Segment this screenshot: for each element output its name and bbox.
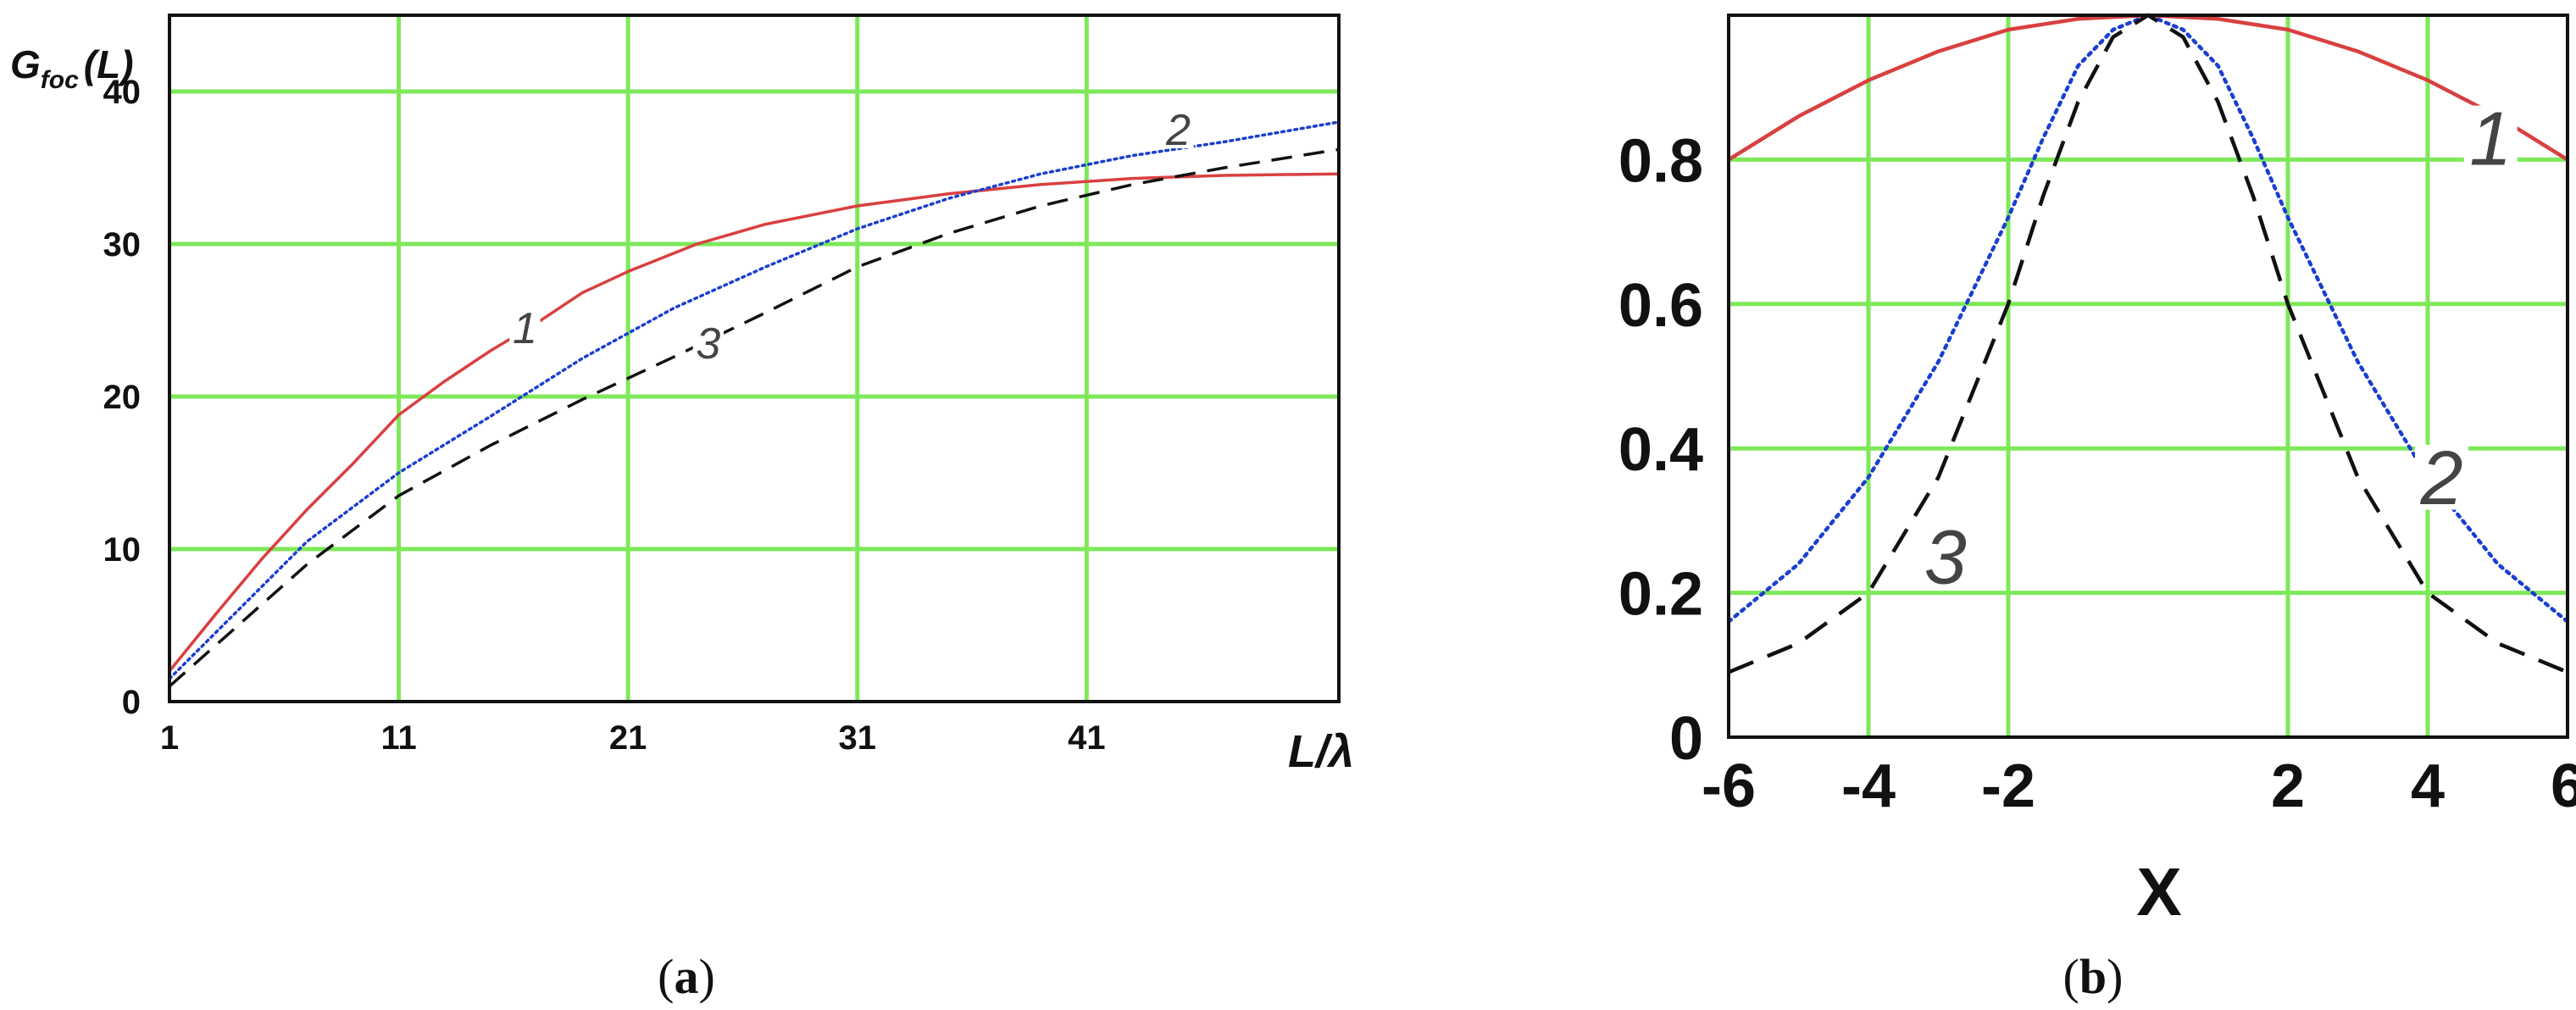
panel-a-y-tick-labels: 0 10 20 30 40 [103, 74, 142, 721]
panel-a-x-tick-labels: 1 11 21 31 41 [160, 719, 1106, 757]
panel-b-plot-frame [1727, 14, 2569, 739]
panel-b-x-tick-label: 2 [2271, 752, 2305, 820]
panel-a-series-2-line [168, 120, 1341, 680]
panel-a-series-group [168, 120, 1341, 688]
panel-a-x-tick-label: 21 [609, 719, 647, 757]
panel-a-y-tick-label: 30 [103, 226, 142, 264]
panel-b-curve-label: 2 [2419, 436, 2462, 521]
panel-a-caption-close: ) [699, 949, 715, 1004]
panel-b-series-1-line [1727, 13, 2569, 162]
panel-a-caption: (a) [658, 949, 715, 1004]
panel-a-grid [169, 15, 1339, 702]
panel-b-caption-letter: b [2079, 949, 2107, 1004]
panel-a-curve-label: 3 [696, 319, 720, 369]
panel-b-curve-label-backdrop [1918, 524, 1973, 590]
panel-a-x-tick-label: 31 [839, 719, 877, 757]
panel-a-y-tick-label: 20 [103, 379, 142, 416]
panel-a-x-axis-label: L/λ [1288, 726, 1354, 777]
panel-a-y-tick-label: 0 [122, 684, 141, 721]
panel-b-y-tick-label: 0.2 [1618, 561, 1703, 629]
panel-b-chart: -6 -4 -2 2 4 6 0 0.2 0.4 0.6 0.8 1 2 3 X (b) [1618, 13, 2576, 1004]
panel-b-x-tick-label: 4 [2411, 752, 2445, 820]
panel-b-y-tick-labels: 0 0.2 0.4 0.6 0.8 [1618, 127, 1703, 773]
panel-b-x-axis-label: X [2136, 854, 2181, 930]
panel-a-x-tick-label: 1 [160, 719, 179, 757]
panel-a-curve-label-backdrop [692, 324, 724, 363]
panel-b-curve-label: 3 [1924, 516, 1967, 601]
panel-b-x-tick-label: 6 [2551, 752, 2576, 820]
panel-b-y-tick-label: 0.4 [1618, 416, 1703, 484]
panel-b-caption: (b) [2063, 949, 2124, 1004]
panel-a-series-3-line [168, 147, 1340, 688]
panel-a-curve-label: 1 [513, 304, 537, 353]
panel-b-series-2-line [1726, 13, 2570, 624]
panel-b-curve-label-backdrop [2463, 105, 2518, 171]
panel-b-grid [1729, 15, 2568, 737]
panel-b-series-3-line [1728, 13, 2568, 674]
panel-b-y-tick-label: 0 [1669, 705, 1703, 773]
panel-a-y-label-tail: (L) [84, 42, 134, 86]
panel-b-y-tick-label: 0.6 [1618, 272, 1703, 340]
panel-a-y-axis-label: Gfoc (L) [10, 42, 134, 94]
panel-b-curve-label-backdrop [2415, 445, 2468, 510]
panel-a-y-tick-label: 10 [103, 531, 142, 569]
panel-b-x-tick-label: -6 [1702, 752, 1756, 820]
panel-b-x-tick-labels: -6 -4 -2 2 4 6 [1702, 752, 2576, 820]
panel-a-y-label-main: G [10, 42, 41, 86]
panel-b-x-tick-label: -4 [1841, 752, 1896, 820]
panel-b-caption-close: ) [2107, 949, 2123, 1004]
panel-b-caption-open: ( [2063, 949, 2079, 1004]
panel-a-curve-labels: 1 2 3 [509, 106, 1194, 369]
panel-a-curve-label-backdrop [1163, 110, 1194, 149]
panel-b-curve-label: 1 [2469, 97, 2512, 181]
panel-a-x-tick-label: 41 [1068, 719, 1106, 757]
panel-b-y-tick-label: 0.8 [1618, 127, 1703, 195]
panel-a-caption-open: ( [658, 949, 674, 1004]
panel-a-y-label-sub: foc [41, 66, 79, 94]
panel-a-x-tick-label: 11 [380, 719, 416, 757]
panel-b-series-group [1726, 13, 2570, 674]
panel-a-plot-frame [168, 14, 1341, 703]
panel-b-x-tick-label: -2 [1981, 752, 2035, 820]
panel-a-curve-label: 2 [1165, 106, 1191, 155]
panel-b-curve-labels: 1 2 3 [1918, 97, 2518, 601]
panel-a-curve-label-backdrop [509, 308, 541, 347]
panel-a-caption-letter: a [675, 949, 699, 1004]
panel-a-y-tick-label: 40 [103, 74, 142, 111]
panel-a-series-1-line [168, 172, 1340, 673]
